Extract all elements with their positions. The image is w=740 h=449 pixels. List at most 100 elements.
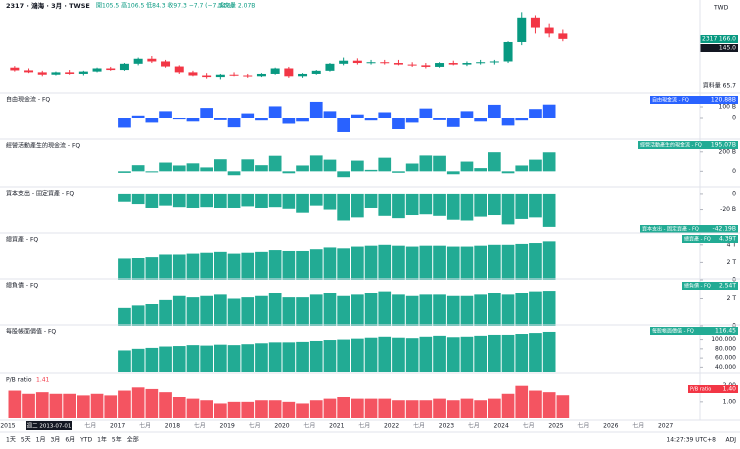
time-label: 2017 (110, 423, 125, 430)
bar (501, 294, 515, 326)
bar (542, 193, 556, 227)
candle-body (284, 68, 294, 77)
bar (515, 293, 529, 326)
y-tick-label: 4 T (727, 241, 737, 248)
bar (104, 395, 118, 418)
value-tag (650, 327, 738, 335)
bar (172, 346, 186, 372)
bar (131, 115, 145, 118)
bar (268, 293, 282, 326)
bar (392, 400, 405, 418)
candle-body (65, 72, 75, 74)
y-tick-label: 0 (732, 168, 736, 175)
volume-tag: 資料量 65.7 (703, 82, 736, 90)
bar (515, 243, 529, 280)
bar (351, 398, 364, 418)
time-label: 七月 (632, 422, 644, 430)
bar (268, 155, 282, 172)
bar (488, 244, 501, 280)
candle-body (544, 27, 554, 34)
time-label: 2020 (274, 423, 289, 430)
currency: TWD (713, 5, 729, 12)
bar (433, 294, 446, 326)
bar (186, 118, 200, 122)
bar (145, 347, 159, 372)
bar (77, 395, 90, 418)
range-button[interactable]: 3月 (50, 437, 60, 444)
time-label: 2026 (603, 423, 618, 430)
y-tick-label: -20 B (720, 206, 736, 213)
bar (118, 390, 131, 418)
bar (392, 193, 405, 219)
bar (214, 159, 227, 172)
bar (446, 337, 460, 372)
bar (214, 294, 227, 326)
value-tag (682, 235, 738, 243)
bar (529, 109, 542, 118)
bar (419, 245, 433, 280)
range-button[interactable]: 1年 (97, 436, 107, 444)
time-label: 七月 (84, 422, 96, 430)
pane-title: 每股帳面價值 - FQ (6, 328, 56, 336)
bar (323, 398, 337, 418)
bar (159, 254, 172, 280)
bar (392, 294, 405, 326)
bar (241, 297, 255, 326)
time-label: 七月 (358, 422, 370, 430)
value-tag-title: 自由現金流 - FQ (652, 97, 689, 104)
bar (378, 291, 392, 326)
ohlc: 開105.5 高106.5 低84.3 收97.3 −7.7 (−7.34%) (96, 2, 234, 10)
bar (529, 333, 542, 372)
range-button[interactable]: YTD (79, 437, 92, 444)
range-button[interactable]: 全部 (127, 436, 139, 444)
bar (131, 387, 145, 418)
bar (474, 118, 487, 122)
bar (323, 340, 337, 372)
bar (131, 348, 145, 372)
bar (118, 258, 131, 280)
bar (282, 342, 296, 372)
pane-title: 總負債 - FQ (6, 282, 38, 290)
bar (282, 401, 296, 418)
bar (268, 250, 282, 280)
bar (200, 345, 213, 372)
candle-body (462, 63, 472, 65)
bar (323, 159, 337, 172)
value-tag (650, 96, 738, 104)
adj-button[interactable]: ADJ (726, 437, 737, 444)
cursor-date-box (26, 421, 72, 430)
bar (351, 338, 364, 372)
bar (159, 162, 172, 172)
bar (186, 398, 200, 418)
bar (378, 244, 392, 280)
candle-body (503, 41, 513, 62)
candle-body (352, 60, 362, 64)
candle-body (215, 74, 225, 78)
bar (542, 331, 556, 372)
bar (364, 118, 378, 121)
time-label: 七月 (523, 422, 535, 430)
bar (159, 193, 172, 206)
bar (542, 104, 556, 118)
range-button[interactable]: 5天 (21, 437, 31, 444)
candle-body (380, 62, 390, 64)
bar (364, 245, 378, 280)
bar (241, 159, 255, 172)
bar (63, 393, 76, 418)
pane-title: 經營活動產生的現金流 - FQ (6, 142, 80, 150)
range-button[interactable]: 5年 (112, 436, 122, 444)
y-tick-label: 2 T (727, 259, 737, 266)
range-button[interactable]: 1月 (36, 437, 46, 444)
range-button[interactable]: 6月 (65, 437, 75, 444)
time-label: 2027 (658, 423, 673, 430)
candle-body (10, 67, 20, 71)
candle-body (311, 70, 321, 74)
range-button[interactable]: 1天 (6, 437, 16, 444)
bar (337, 339, 350, 372)
candle-body (558, 33, 568, 39)
bar (337, 248, 350, 280)
symbol[interactable]: 2317 · 鴻海 · 3月 · TWSE (6, 1, 90, 10)
bar (515, 193, 529, 219)
candle-body (51, 72, 61, 75)
bar (118, 350, 131, 372)
